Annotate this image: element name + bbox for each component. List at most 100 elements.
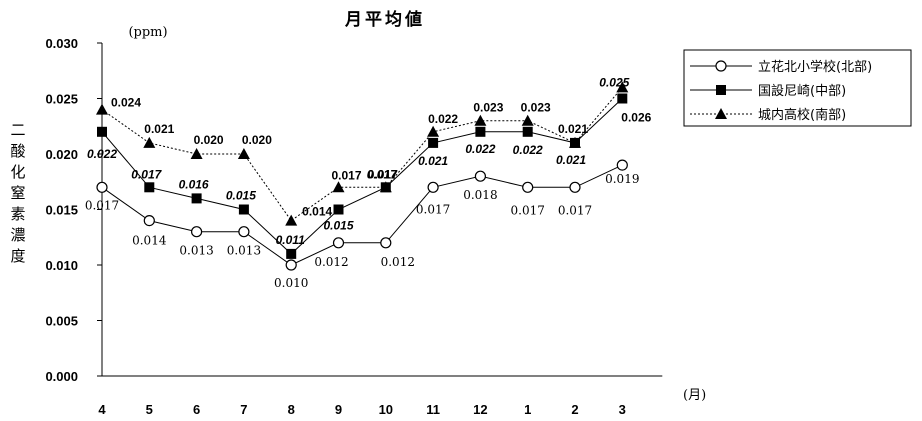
- data-label: 0.012: [381, 255, 415, 269]
- center-marker: [475, 126, 486, 137]
- data-label: 0.010: [274, 276, 308, 290]
- y-tick-label: 0.010: [45, 258, 78, 273]
- south-marker: [616, 81, 629, 93]
- legend-marker: [715, 108, 727, 119]
- legend-entry: 国設尼崎(中部): [758, 83, 846, 99]
- north-marker: [427, 181, 439, 193]
- north-marker: [380, 237, 392, 249]
- north-marker: [285, 259, 297, 271]
- north-marker: [143, 215, 155, 227]
- x-tick-label: 5: [146, 402, 153, 417]
- legend-marker: [715, 60, 727, 72]
- south-marker: [332, 181, 345, 193]
- north-marker: [616, 159, 628, 171]
- data-label: 0.017: [331, 168, 361, 182]
- data-label: 0.013: [227, 244, 261, 258]
- x-tick-label: 7: [240, 402, 247, 417]
- series-line-3: [101, 87, 623, 222]
- south-marker: [521, 114, 534, 126]
- y-unit-label: (ppm): [128, 25, 167, 40]
- north-marker: [569, 181, 581, 193]
- center-marker: [238, 204, 249, 215]
- data-label: 0.022: [87, 147, 117, 161]
- data-label: 0.017: [367, 167, 398, 181]
- north-marker: [238, 226, 250, 238]
- data-label: 0.022: [513, 143, 543, 157]
- y-axis-label-char: 化: [10, 163, 25, 181]
- center-marker: [191, 193, 202, 204]
- data-label: 0.017: [131, 167, 162, 181]
- data-label: 0.011: [276, 233, 305, 247]
- data-label: 0.014: [132, 234, 167, 248]
- south-marker: [96, 103, 108, 115]
- data-label: 0.017: [416, 202, 450, 216]
- x-tick-label: 4: [98, 402, 106, 417]
- data-label: 0.017: [368, 167, 398, 181]
- north-marker: [332, 237, 345, 249]
- y-axis-label-char: 濃: [10, 226, 25, 244]
- south-marker: [237, 148, 250, 159]
- data-label: 0.017: [85, 198, 119, 212]
- legend-entry: 立花北小学校(北部): [758, 59, 872, 75]
- center-marker: [97, 126, 107, 137]
- x-unit-label: (月): [683, 388, 706, 403]
- data-label: 0.021: [556, 153, 586, 167]
- data-label: 0.023: [473, 101, 503, 115]
- south-marker: [285, 214, 298, 226]
- series-lines: [101, 87, 623, 266]
- x-tick-label: 10: [379, 402, 393, 417]
- data-labels: 0.017 0.014 0.013 0.013 0.010 0.012 0.012 0.017…: [85, 76, 652, 291]
- center-marker: [286, 248, 297, 259]
- x-tick-label: 1: [524, 402, 531, 417]
- north-marker: [96, 181, 108, 193]
- chart-title: 月平均値: [344, 9, 425, 30]
- series-markers: [96, 81, 629, 271]
- data-label: 0.021: [144, 122, 174, 136]
- y-tick-label: 0.020: [45, 147, 78, 162]
- south-marker: [474, 114, 487, 126]
- series-line-2: [101, 98, 623, 255]
- legend-entry: 城内高校(南部): [758, 107, 846, 123]
- y-tick-labels: 0.000 0.005 0.010 0.015 0.020 0.025 0.030: [45, 36, 78, 384]
- north-marker: [522, 181, 534, 193]
- south-marker: [427, 125, 440, 137]
- y-axis-label-char: 素: [10, 205, 25, 223]
- x-tick-label: 9: [335, 402, 342, 417]
- series-line-1: [101, 164, 623, 266]
- y-tick-label: 0.015: [45, 203, 78, 218]
- north-marker: [191, 226, 203, 238]
- data-label: 0.016: [179, 177, 209, 191]
- center-marker: [617, 93, 628, 104]
- data-label: 0.021: [558, 122, 588, 136]
- y-axis-label-char: 二: [10, 121, 25, 139]
- y-tick-label: 0.030: [45, 36, 78, 51]
- data-label: 0.026: [621, 110, 651, 124]
- data-label: 0.024: [111, 96, 141, 110]
- data-label: 0.019: [605, 172, 639, 186]
- center-marker: [144, 182, 155, 193]
- data-label: 0.014: [302, 205, 332, 219]
- legend-marker: [716, 85, 726, 95]
- south-marker: [379, 181, 392, 193]
- south-marker: [190, 148, 203, 159]
- data-label: 0.021: [418, 154, 448, 168]
- center-marker: [522, 126, 533, 137]
- data-label: 0.015: [323, 219, 353, 233]
- data-label: 0.017: [558, 203, 592, 217]
- south-marker: [143, 136, 156, 148]
- data-label: 0.022: [428, 112, 458, 126]
- data-label: 0.020: [242, 133, 272, 147]
- x-tick-label: 2: [571, 402, 578, 417]
- y-tick-label: 0.025: [45, 92, 78, 107]
- data-label: 0.013: [179, 244, 213, 258]
- data-label: 0.017: [511, 203, 545, 217]
- x-tick-label: 8: [288, 402, 295, 417]
- center-marker: [333, 204, 344, 215]
- x-tick-label: 12: [473, 402, 487, 417]
- data-label: 0.018: [463, 188, 497, 202]
- south-marker: [569, 136, 581, 148]
- y-tick-label: 0.000: [45, 369, 78, 384]
- data-label: 0.012: [314, 255, 348, 269]
